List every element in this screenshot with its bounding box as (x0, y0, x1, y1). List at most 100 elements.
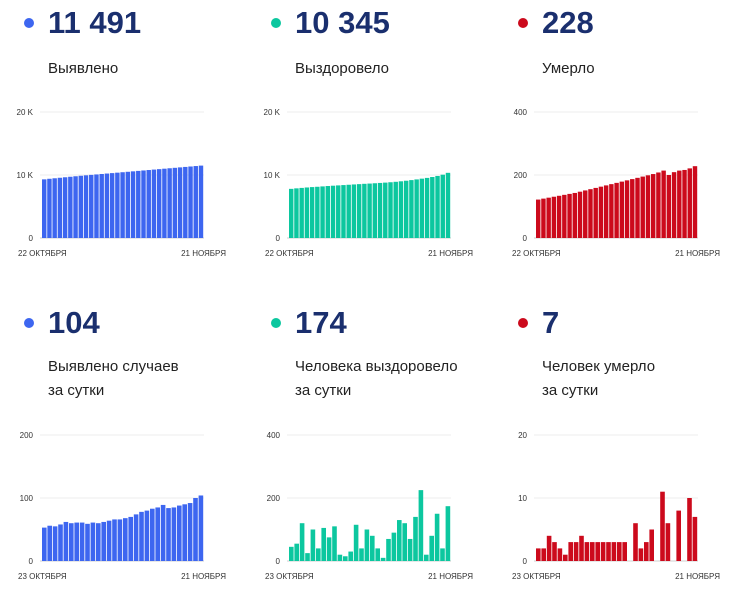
red-dot-icon (518, 18, 528, 28)
label-line: за сутки (542, 382, 599, 399)
bar (58, 524, 63, 561)
y-tick-label: 200 (514, 171, 528, 180)
bar (289, 546, 294, 561)
bar (568, 542, 573, 561)
bar (687, 498, 692, 561)
bar (299, 187, 304, 238)
x-tick-label: 21 НОЯБРЯ (675, 249, 720, 258)
panel-deaths-total: 228 Умерло 0 200 400 22 ОКТЯБРЯ 21 НОЯБРЯ (494, 0, 740, 294)
bar (660, 491, 665, 561)
bar (434, 513, 440, 561)
bar (665, 523, 671, 561)
bar (552, 542, 557, 561)
bar (563, 554, 568, 561)
bar (430, 177, 435, 238)
panel-recovered-daily: 174 Человека выздоровело за сутки 0 200 40… (247, 300, 493, 594)
bar (305, 553, 310, 561)
deaths-daily-label: Человек умерло за сутки (542, 355, 655, 403)
bar (692, 166, 698, 238)
bar (198, 495, 204, 561)
bar (551, 196, 557, 238)
bar (155, 507, 160, 561)
x-tick-label: 22 ОКТЯБРЯ (265, 249, 314, 258)
bar (362, 183, 367, 238)
bar (367, 183, 372, 238)
bar (325, 186, 331, 238)
bar (151, 169, 157, 238)
bar (614, 182, 619, 238)
bar (590, 542, 595, 561)
bar (624, 180, 630, 238)
bar (120, 172, 125, 238)
bar (600, 542, 606, 561)
bar (638, 548, 644, 561)
bar (635, 177, 640, 238)
bar (136, 170, 141, 238)
bar (182, 504, 187, 561)
deaths-total-label: Умерло (542, 57, 595, 81)
bar (316, 548, 321, 561)
bar (42, 179, 47, 238)
bar (69, 523, 74, 561)
bar (622, 542, 627, 561)
bar (429, 535, 434, 561)
bar (321, 527, 326, 561)
blue-dot-icon (24, 18, 34, 28)
bar (79, 522, 85, 561)
bar (677, 170, 682, 238)
chart-recovered-daily: 0 200 400 23 ОКТЯБРЯ 21 НОЯБРЯ (265, 431, 473, 581)
bar (370, 535, 375, 561)
bar (435, 175, 440, 238)
label-line: Человек умерло (542, 358, 656, 375)
bar (330, 185, 336, 238)
bar (341, 185, 346, 238)
bar (47, 525, 52, 561)
panel-cases-daily: 104 Выявлено случаев за сутки 0 100 200 23 … (0, 300, 246, 594)
bar (372, 183, 378, 238)
bar (424, 177, 430, 238)
bar (541, 548, 546, 561)
bar (172, 167, 178, 238)
y-tick-label: 10 K (264, 171, 281, 180)
deaths-total-number: 228 (542, 5, 594, 40)
bar (419, 178, 425, 238)
teal-dot-icon (271, 18, 281, 28)
x-tick-label: 23 ОКТЯБРЯ (18, 572, 67, 581)
x-tick-label: 21 НОЯБРЯ (428, 572, 473, 581)
bar (619, 181, 625, 238)
bar (144, 510, 150, 561)
bar (380, 557, 386, 561)
x-tick-label: 22 ОКТЯБРЯ (512, 249, 561, 258)
bar (193, 166, 198, 238)
bar (52, 178, 57, 238)
bar (584, 542, 590, 561)
bar (682, 169, 687, 238)
bar (402, 523, 407, 561)
teal-dot-icon (271, 318, 281, 328)
panel-recovered-total: 10 345 Выздоровело 0 10 K 20 K 22 ОКТЯБРЯ 21… (247, 0, 493, 294)
x-tick-label: 21 НОЯБРЯ (181, 249, 226, 258)
bar (440, 548, 445, 561)
label-line: Выздоровело (295, 60, 390, 77)
bar (666, 175, 672, 238)
bar (128, 516, 133, 561)
recovered-daily-number: 174 (295, 305, 347, 340)
bar (409, 180, 414, 238)
bar (94, 174, 99, 238)
bar (562, 194, 567, 238)
x-tick-label: 21 НОЯБРЯ (428, 249, 473, 258)
bar (160, 504, 166, 561)
bar (348, 551, 353, 561)
bar (407, 538, 413, 561)
bar (353, 524, 359, 561)
bar (42, 527, 47, 561)
x-tick-label: 21 НОЯБРЯ (675, 572, 720, 581)
bar (383, 182, 388, 238)
bar (606, 542, 611, 561)
bar (557, 548, 563, 561)
bar (386, 538, 391, 561)
panel-deaths-daily: 7 Человек умерло за сутки 0 10 20 23 ОКТЯБР… (494, 300, 740, 594)
bar (343, 556, 348, 561)
bar (139, 511, 144, 561)
cases-total-number: 11 491 (48, 5, 142, 40)
